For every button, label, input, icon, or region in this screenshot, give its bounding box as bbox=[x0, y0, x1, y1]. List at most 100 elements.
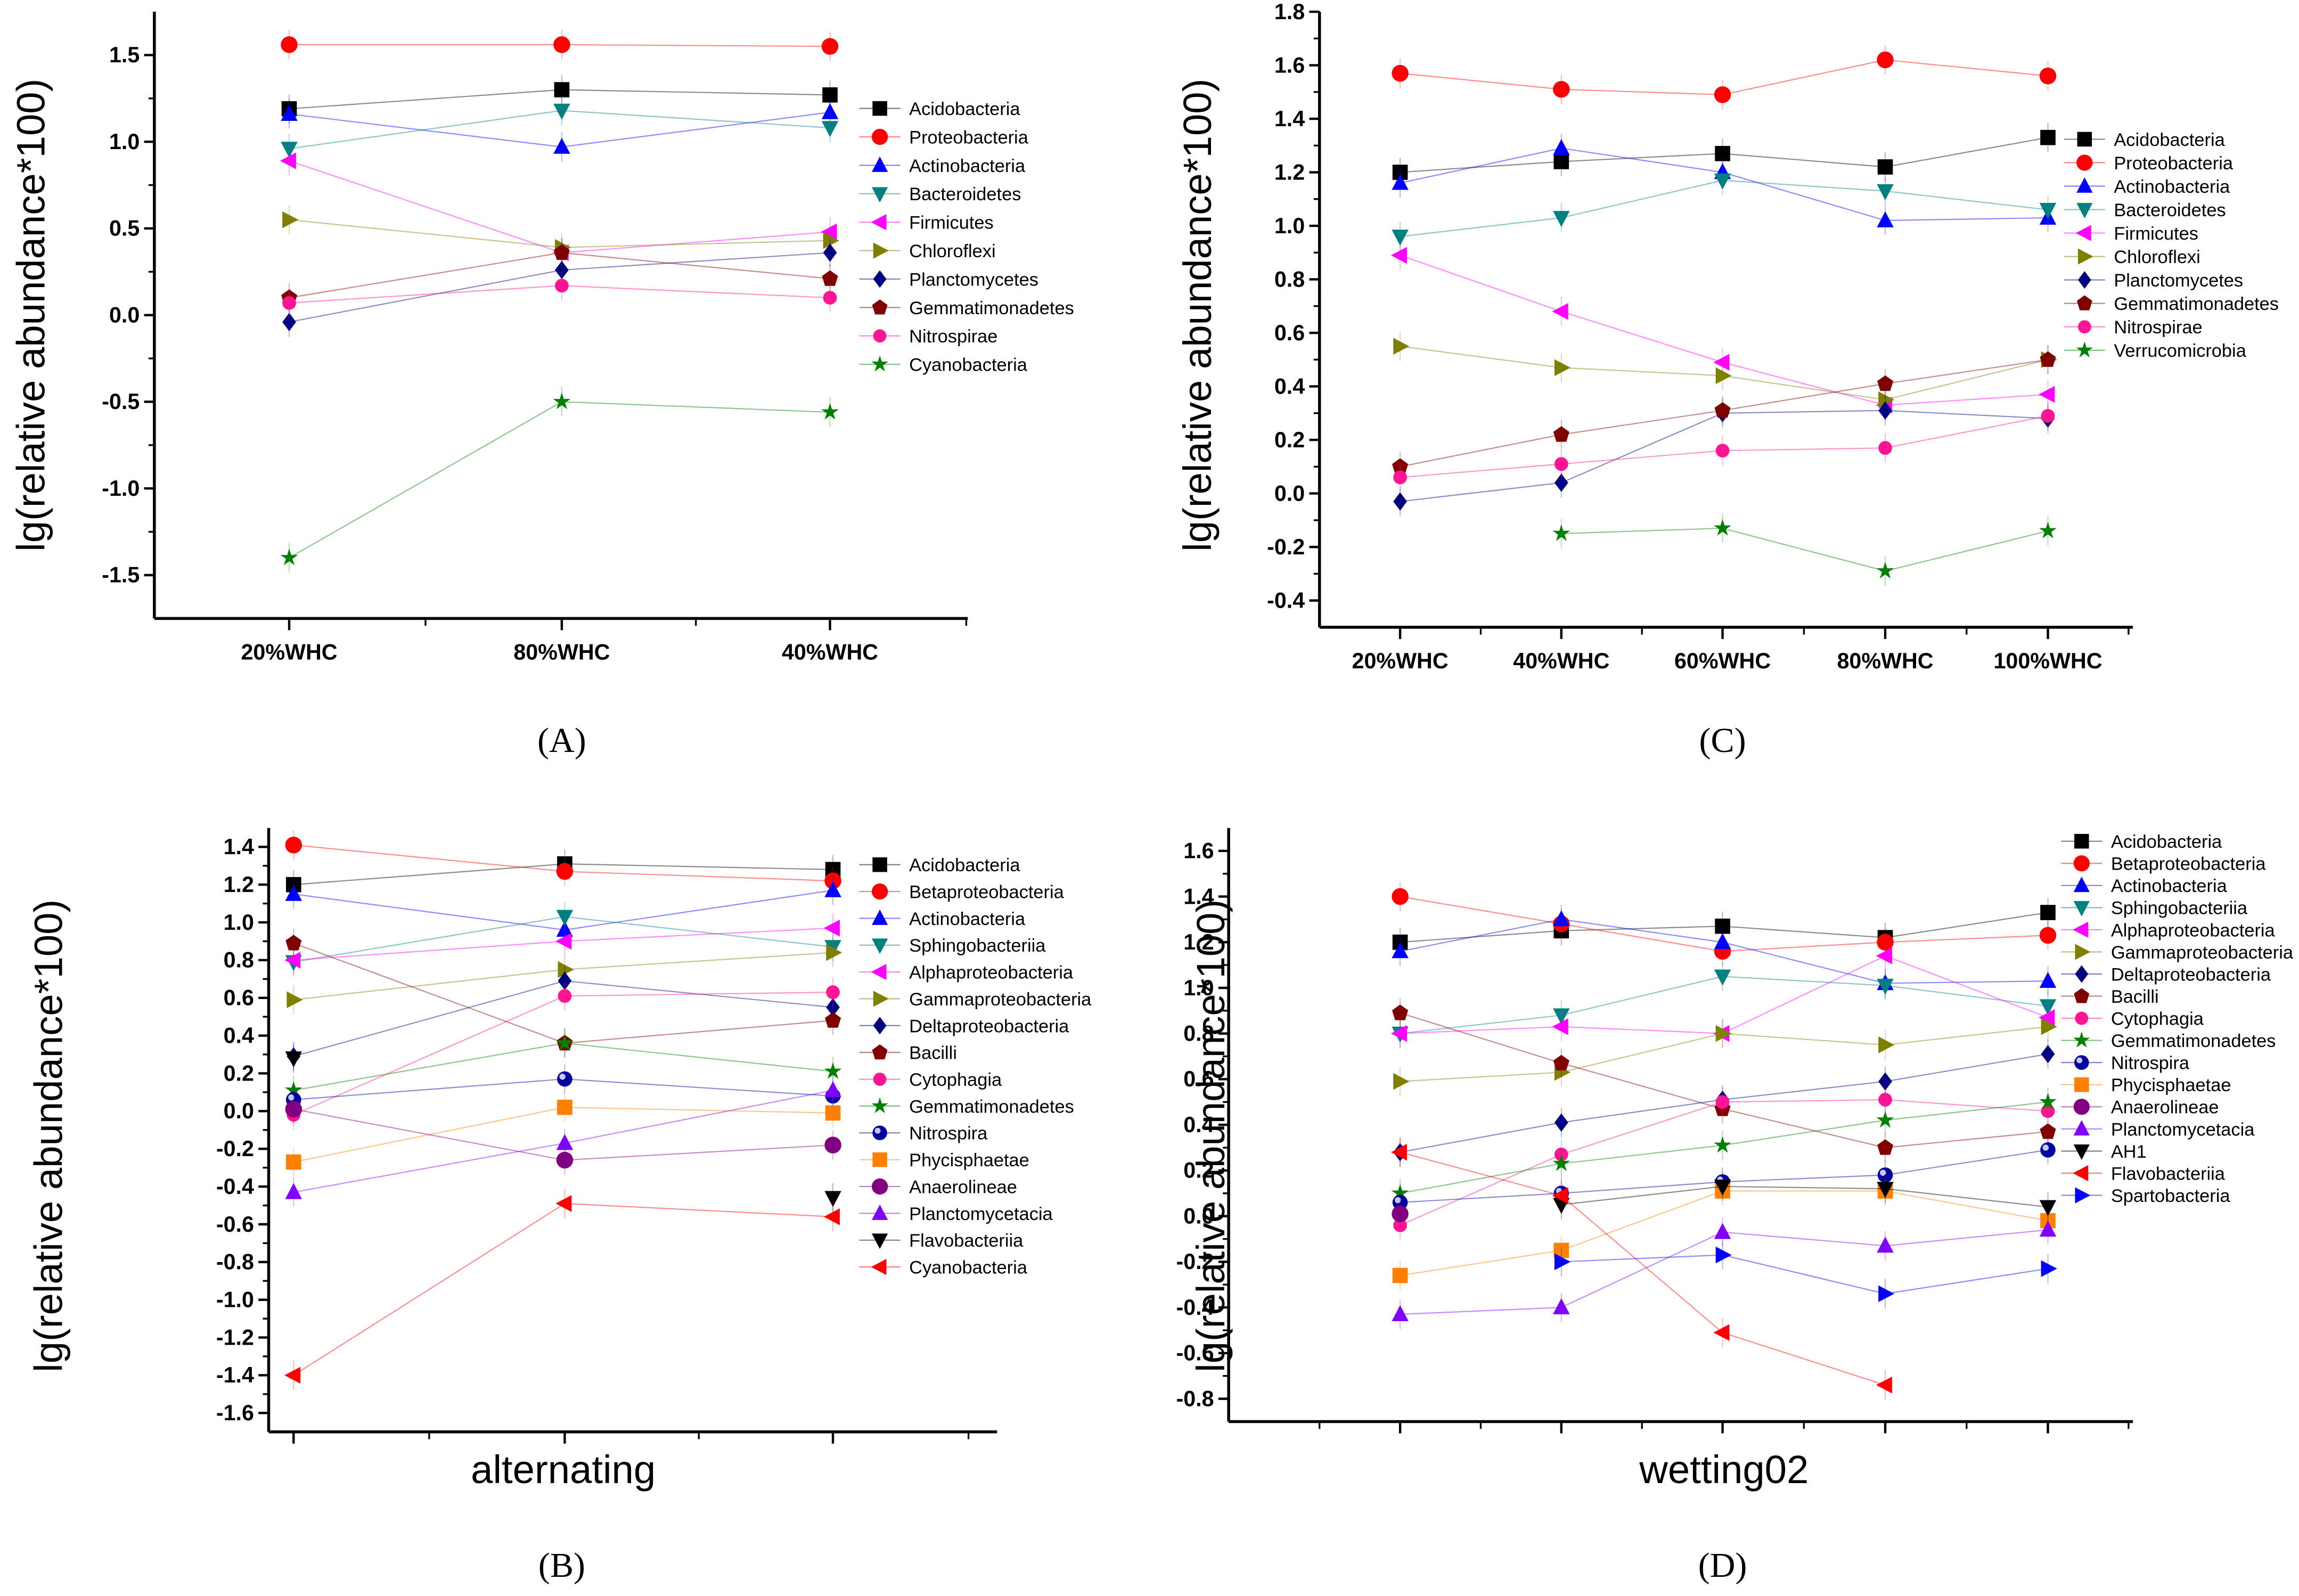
series-line bbox=[1885, 985, 2048, 1007]
legend-marker bbox=[2075, 1011, 2089, 1025]
legend-label: Planctomycetacia bbox=[909, 1204, 1053, 1224]
series-line bbox=[1722, 926, 1886, 938]
data-point bbox=[1554, 1253, 1571, 1271]
data-point bbox=[821, 223, 837, 241]
data-point bbox=[1877, 978, 1894, 995]
data-point bbox=[1878, 1093, 1892, 1107]
series-line bbox=[1400, 1163, 1562, 1194]
series-line bbox=[564, 1078, 833, 1097]
data-point bbox=[1552, 1187, 1568, 1204]
series-line bbox=[1722, 153, 1886, 168]
data-point bbox=[553, 36, 570, 53]
x-tick-label: 80%WHC bbox=[1837, 649, 1933, 673]
y-tick-label: -1.6 bbox=[216, 1401, 254, 1425]
data-point bbox=[285, 1051, 302, 1068]
data-point-highlight bbox=[1880, 1169, 1886, 1176]
series-line bbox=[1400, 1153, 1562, 1226]
y-tick-label: 0.0 bbox=[109, 302, 140, 327]
data-point bbox=[558, 989, 572, 1003]
series-line bbox=[1400, 930, 1561, 943]
y-tick-label: -0.5 bbox=[102, 389, 140, 414]
data-point bbox=[1877, 211, 1894, 227]
legend-label: Cyanobacteria bbox=[909, 355, 1028, 375]
data-point bbox=[823, 919, 840, 937]
y-tick-label: -1.0 bbox=[102, 476, 140, 501]
legend-marker bbox=[871, 214, 887, 231]
series-cyanobacteria: Cyanobacteria bbox=[284, 1189, 1028, 1390]
data-point bbox=[821, 121, 839, 137]
legend-marker-highlight bbox=[2076, 1057, 2083, 1063]
series-line bbox=[293, 1142, 565, 1193]
series-bacteroidetes: Bacteroidetes bbox=[1392, 166, 2226, 251]
data-point bbox=[1553, 81, 1570, 98]
series-line bbox=[1885, 912, 2048, 938]
legend-label: Proteobacteria bbox=[2114, 153, 2233, 174]
legend-marker bbox=[2073, 901, 2090, 916]
data-point bbox=[1392, 888, 1409, 905]
data-point bbox=[1715, 367, 1732, 384]
data-point bbox=[557, 1100, 572, 1115]
legend-label: Nitrospira bbox=[2111, 1053, 2190, 1074]
legend-marker bbox=[2077, 132, 2092, 147]
series-line bbox=[561, 252, 830, 271]
data-point bbox=[1715, 1095, 1730, 1109]
series-chloroflexi: Chloroflexi bbox=[1393, 247, 2200, 415]
legend-marker bbox=[872, 299, 888, 315]
data-point bbox=[556, 1151, 574, 1169]
data-point bbox=[1392, 1305, 1409, 1321]
series-line bbox=[1722, 955, 1886, 1034]
data-point bbox=[282, 296, 296, 310]
data-point bbox=[1392, 1267, 1408, 1283]
legend-marker bbox=[873, 1073, 887, 1086]
data-point bbox=[281, 36, 298, 53]
legend-label: Deltaproteobacteria bbox=[2111, 964, 2271, 985]
series-line bbox=[293, 1078, 565, 1101]
series-line bbox=[561, 285, 830, 299]
data-point bbox=[553, 392, 571, 410]
y-tick-label: -1.4 bbox=[216, 1363, 254, 1387]
series-line bbox=[293, 943, 565, 1044]
data-point bbox=[1876, 562, 1894, 579]
series-actinobacteria: Actinobacteria bbox=[285, 875, 1026, 945]
series-line bbox=[561, 110, 830, 129]
series-line bbox=[1722, 179, 1886, 192]
series-line bbox=[1561, 410, 1723, 436]
series-line bbox=[293, 863, 565, 886]
series-planctomycetacia: Planctomycetacia bbox=[285, 1075, 1053, 1224]
data-point bbox=[826, 944, 842, 961]
data-point bbox=[554, 82, 570, 97]
series-line bbox=[1400, 72, 1561, 90]
y-tick-label: 0.6 bbox=[1183, 1067, 1214, 1091]
legend-label: Phycisphaetae bbox=[2111, 1075, 2231, 1095]
data-point bbox=[285, 1101, 302, 1118]
series-line bbox=[1561, 148, 1723, 173]
legend-label: Acidobacteria bbox=[909, 855, 1020, 875]
legend-marker bbox=[872, 1044, 888, 1060]
data-point bbox=[2041, 1045, 2055, 1063]
series-line bbox=[1400, 482, 1561, 502]
legend-label: AH1 bbox=[2111, 1142, 2147, 1162]
legend-label: Flavobacteriia bbox=[909, 1231, 1024, 1251]
data-point bbox=[1393, 492, 1407, 511]
y-tick-label: 1.6 bbox=[1183, 839, 1214, 863]
series-line bbox=[1400, 433, 1562, 468]
chart-panel-a: -1.5 -1.0 -0.5 0.0 0.5 1.0 1.5 20%WHC 80%WHC 40%W… bbox=[9, 12, 1074, 760]
data-point bbox=[1877, 1139, 1894, 1155]
y-tick-label: 1.2 bbox=[1274, 160, 1305, 184]
series-line bbox=[1885, 1268, 2048, 1295]
x-tick-label: 20%WHC bbox=[241, 640, 337, 664]
series-line bbox=[564, 1090, 833, 1144]
series-line bbox=[1400, 896, 1562, 925]
series-line bbox=[561, 252, 830, 280]
series-line bbox=[564, 952, 833, 970]
legend-label: Planctomycetes bbox=[909, 269, 1038, 290]
legend-label: Chloroflexi bbox=[909, 241, 995, 261]
legend-label: Flavobacteriia bbox=[2111, 1164, 2226, 1184]
y-tick-label: 1.2 bbox=[224, 872, 254, 897]
data-point bbox=[2040, 351, 2056, 367]
series-line bbox=[1561, 1101, 1723, 1155]
series-line bbox=[1400, 463, 1561, 478]
legend-marker bbox=[2075, 1187, 2091, 1204]
y-tick-label: 0.0 bbox=[1183, 1204, 1214, 1228]
data-point bbox=[553, 103, 570, 120]
